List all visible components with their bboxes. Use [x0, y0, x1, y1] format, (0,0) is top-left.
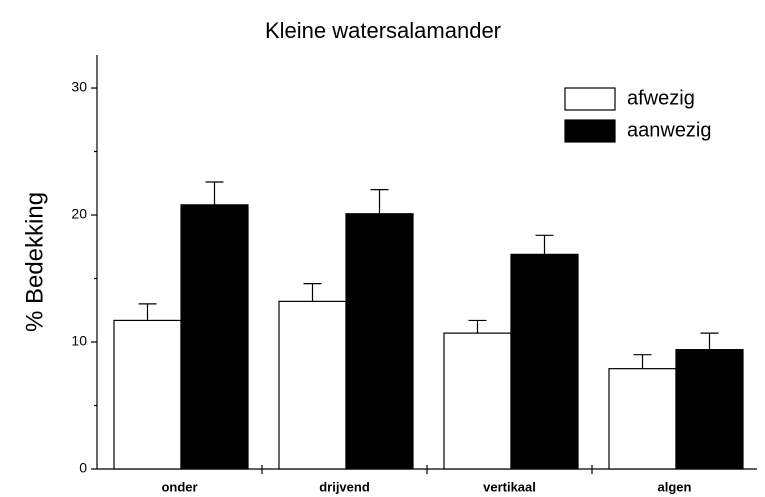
- y-axis-label: % Bedekking: [21, 192, 48, 332]
- legend-swatch: [564, 119, 616, 143]
- error-bar: [138, 303, 157, 321]
- y-tick-label: 30: [71, 79, 87, 95]
- x-tick-label: drijvend: [319, 479, 370, 494]
- bar: [180, 204, 249, 470]
- bar: [608, 368, 677, 470]
- error-bar: [205, 181, 224, 205]
- y-tick-label: 0: [79, 460, 87, 476]
- error-bar: [303, 282, 322, 302]
- legend-label: aanwezig: [627, 119, 712, 141]
- bar: [675, 349, 744, 470]
- error-bar: [468, 319, 487, 334]
- bar: [278, 300, 347, 470]
- error-bar: [633, 354, 652, 369]
- chart-title: Kleine watersalamander: [265, 18, 501, 43]
- bar: [443, 332, 512, 470]
- legend-swatch: [564, 87, 616, 111]
- bar: [345, 213, 414, 470]
- y-tick-label: 20: [71, 206, 87, 222]
- error-bar: [370, 189, 389, 214]
- x-tick-label: onder: [161, 479, 197, 494]
- legend-label: afwezig: [627, 87, 695, 109]
- error-bar: [535, 234, 554, 255]
- x-tick-label: algen: [658, 479, 692, 494]
- bar: [113, 319, 182, 470]
- x-tick-label: vertikaal: [483, 479, 536, 494]
- error-bar: [700, 332, 719, 350]
- y-tick-label: 10: [71, 333, 87, 349]
- bar: [510, 253, 579, 470]
